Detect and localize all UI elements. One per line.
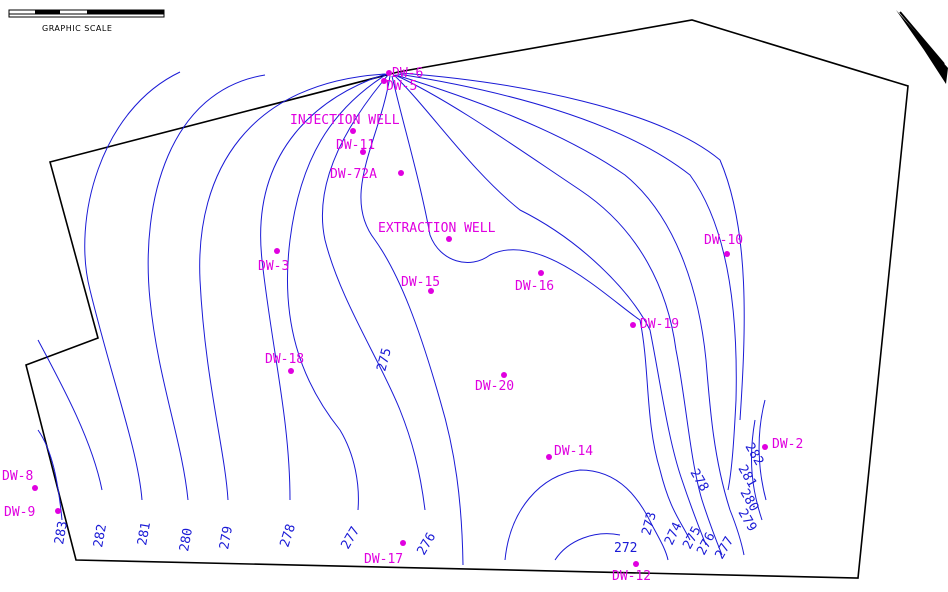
contour-277-right [395,74,745,556]
well-marker-dw10[interactable] [724,251,730,257]
well-marker-dw3[interactable] [274,248,280,254]
well-marker-extraction[interactable] [446,236,452,242]
well-label-dw18: DW-18 [265,352,304,367]
contour-273 [504,469,669,561]
wells: DW-6 DW-5 INJECTION WELL DW-11 DW-72A EX… [2,66,803,584]
contour-279-right [399,72,745,421]
contour-276-right [394,74,723,556]
well-marker-dw12[interactable] [633,561,639,567]
contour-281 [84,71,181,501]
contour-277 [287,73,388,511]
contour-272 [554,533,621,561]
contour-280 [147,74,266,501]
contour-lines [37,71,767,566]
well-marker-dw5[interactable] [381,78,387,84]
well-marker-dw72a[interactable] [398,170,404,176]
contour-275 [360,75,464,566]
well-marker-dw14[interactable] [546,454,552,460]
well-label-dw2: DW-2 [772,437,803,452]
well-label-dw19: DW-19 [640,317,679,332]
contour-label: 281 [135,521,154,547]
well-marker-dw6[interactable] [386,70,392,76]
contour-278-right [397,73,737,491]
contour-label: 278 [278,522,300,549]
contour-label: 277 [338,524,363,552]
contour-278 [260,73,387,501]
north-arrow-icon: N [896,10,948,84]
contour-label: 272 [614,541,637,556]
well-label-dw9: DW-9 [4,505,35,520]
contour-label: 275 [374,346,395,373]
well-label-dw16: DW-16 [515,279,554,294]
contour-label: 282 [91,523,110,549]
contour-280-right [750,419,763,521]
well-marker-dw15[interactable] [428,288,434,294]
well-marker-dw17[interactable] [400,540,406,546]
well-label-injection: INJECTION WELL [290,113,400,128]
well-marker-dw2[interactable] [762,444,768,450]
well-marker-dw8[interactable] [32,485,38,491]
well-label-dw8: DW-8 [2,469,33,484]
contour-275-right [393,74,707,546]
well-label-dw12: DW-12 [612,569,651,584]
well-marker-dw18[interactable] [288,368,294,374]
contour-283 [37,429,63,521]
contour-274-top [391,75,691,541]
contour-label: 280 [177,527,196,553]
contour-282 [37,339,103,491]
well-marker-dw9[interactable] [55,508,61,514]
well-label-dw72a: DW-72A [330,167,377,182]
contour-label: 278 [687,467,712,495]
graphic-scale-label: GRAPHIC SCALE [42,24,112,33]
well-marker-dw16[interactable] [538,270,544,276]
site-boundary [25,19,909,579]
well-label-dw10: DW-10 [704,233,743,248]
well-label-dw5: DW-5 [386,79,417,94]
svg-text:N: N [910,43,925,58]
contour-labels: 283 282 281 280 279 278 277 276 275 272 … [52,346,766,562]
contour-label: 279 [217,525,236,551]
well-label-extraction: EXTRACTION WELL [378,221,496,236]
well-label-dw20: DW-20 [475,379,514,394]
contour-279 [199,73,386,501]
contour-label: 283 [52,520,71,546]
contour-276 [321,74,426,511]
well-marker-dw20[interactable] [501,372,507,378]
well-marker-dw19[interactable] [630,322,636,328]
well-label-dw14: DW-14 [554,444,593,459]
contour-281-right [758,399,767,501]
well-label-dw6: DW-6 [392,66,423,81]
well-label-dw15: DW-15 [401,275,440,290]
well-marker-dw11[interactable] [360,149,366,155]
graphic-scale: GRAPHIC SCALE [8,9,165,33]
well-marker-injection[interactable] [350,128,356,134]
well-label-dw17: DW-17 [364,552,403,567]
contour-label: 273 [639,510,660,537]
well-label-dw3: DW-3 [258,259,289,274]
contour-label: 276 [414,530,439,558]
well-label-dw11: DW-11 [336,138,375,153]
